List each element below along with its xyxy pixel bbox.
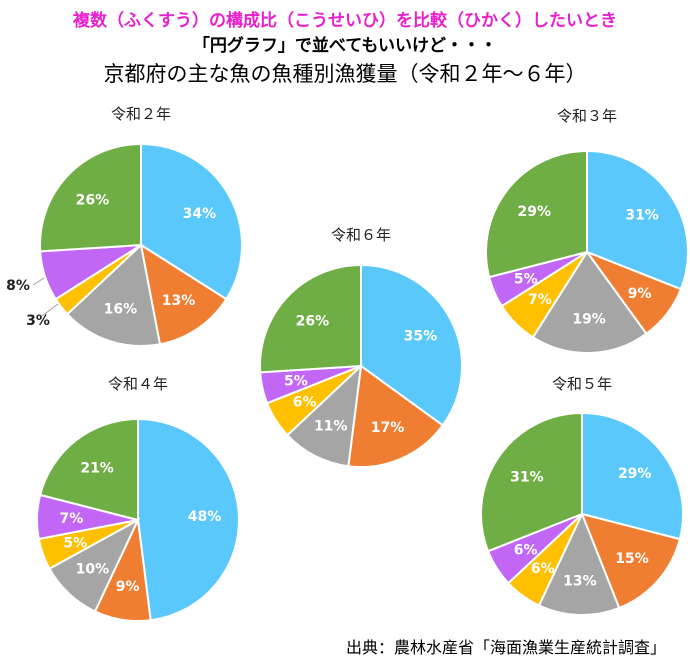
pie-title: 令和６年 bbox=[331, 226, 391, 244]
pie-chart-3: 令和６年 35% 17% 11% 6% 5% 26% bbox=[259, 226, 463, 468]
slice-label: 5% bbox=[284, 374, 308, 390]
pie-slice bbox=[537, 511, 621, 616]
slice-label: 5% bbox=[514, 272, 538, 288]
pie-slice bbox=[360, 263, 463, 427]
slice-label: 8% bbox=[6, 278, 30, 294]
leader-line bbox=[32, 277, 45, 286]
header-subtitle: 「円グラフ」で並べてもいいけど・・・ bbox=[192, 36, 498, 56]
pie-slice bbox=[347, 364, 445, 468]
slice-label: 26% bbox=[76, 192, 110, 208]
pie-slice bbox=[139, 242, 228, 346]
slice-label: 31% bbox=[625, 208, 659, 224]
slice-label: 48% bbox=[188, 509, 222, 525]
slice-label: 31% bbox=[510, 470, 544, 486]
slice-label: 5% bbox=[63, 536, 87, 552]
slice-label: 9% bbox=[628, 286, 652, 302]
slice-label: 9% bbox=[116, 579, 140, 595]
pie-slice bbox=[480, 411, 583, 553]
slice-label: 17% bbox=[371, 420, 405, 436]
pie-slice bbox=[65, 243, 162, 347]
slice-label: 6% bbox=[514, 543, 538, 559]
slice-label: 26% bbox=[296, 313, 330, 329]
slice-label: 11% bbox=[314, 418, 348, 434]
slice-label: 16% bbox=[104, 301, 138, 317]
pie-chart-5: 令和５年 29% 15% 13% 6% 6% 31% bbox=[480, 375, 685, 616]
header-question: 複数（ふくすう）の構成比（こうせいひ）を比較（ひかく）したいとき bbox=[73, 11, 617, 31]
leader-line bbox=[41, 303, 59, 317]
pie-title: 令和５年 bbox=[552, 375, 612, 393]
slice-label: 10% bbox=[76, 562, 110, 578]
pie-chart-4: 令和４年 48% 9% 10% 5% 7% 21% bbox=[36, 375, 240, 622]
slice-label: 29% bbox=[618, 466, 652, 482]
pie-slice bbox=[531, 250, 648, 354]
pie-title: 令和３年 bbox=[557, 107, 617, 125]
pie-slice bbox=[484, 149, 588, 279]
slice-label: 7% bbox=[60, 511, 84, 527]
slice-label: 35% bbox=[404, 329, 438, 345]
slice-label: 29% bbox=[518, 204, 552, 220]
pie-slice bbox=[285, 363, 363, 468]
slice-label: 15% bbox=[615, 551, 649, 567]
pie-slice bbox=[586, 149, 689, 291]
pie-title: 令和２年 bbox=[111, 105, 171, 123]
pie-slice bbox=[580, 512, 682, 610]
slice-label: 19% bbox=[572, 312, 606, 328]
slice-label: 13% bbox=[563, 574, 597, 590]
slice-label: 7% bbox=[528, 292, 552, 308]
pie-slice bbox=[259, 263, 362, 374]
slice-label: 3% bbox=[26, 313, 50, 329]
slice-label: 21% bbox=[80, 460, 114, 476]
pie-slice bbox=[137, 417, 240, 622]
slice-label: 6% bbox=[293, 395, 317, 411]
slice-label: 6% bbox=[531, 561, 555, 577]
pie-title: 令和４年 bbox=[108, 375, 168, 393]
pie-slice bbox=[39, 142, 142, 253]
pie-slice bbox=[581, 411, 685, 541]
slice-label: 13% bbox=[162, 293, 196, 309]
chart-main-title: 京都府の主な魚の魚種別漁獲量（令和２年〜６年） bbox=[103, 62, 587, 86]
slice-label: 34% bbox=[183, 206, 217, 222]
pie-chart-2: 令和３年 31% 9% 19% 7% 5% 29% bbox=[484, 107, 689, 354]
pie-chart-1: 令和２年 34% 13% 16% 3% 8% 26% bbox=[6, 105, 243, 347]
pie-slice bbox=[38, 417, 139, 522]
source-note: 出典：農林水産省「海面漁業生産統計調査」 bbox=[345, 638, 666, 657]
